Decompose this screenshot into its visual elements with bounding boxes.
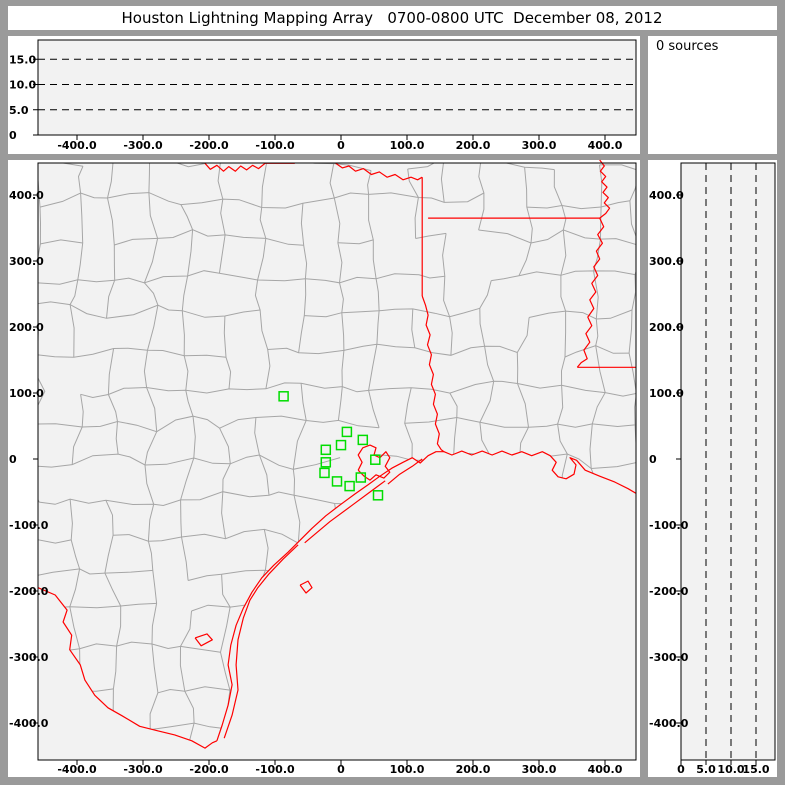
tick-label: 200.0 — [456, 763, 491, 776]
tick-label: 400.0 — [588, 763, 623, 776]
tick-label: 200.0 — [9, 321, 44, 334]
lma-station-marker — [372, 490, 384, 501]
lma-station-marker — [320, 444, 332, 456]
tick-label: -200.0 — [9, 585, 49, 598]
sources-panel — [648, 36, 777, 154]
tick-label: 100.0 — [390, 763, 425, 776]
tick-label: 300.0 — [9, 255, 44, 268]
gulf-coast — [216, 450, 637, 741]
tick-label: -300.0 — [123, 763, 163, 776]
tick-label: -100.0 — [649, 519, 689, 532]
axes: 05.010.015.0-400.0 -300.0 -200.0 -100.0 0 100… — [9, 39, 776, 776]
tick-label: 10.0 — [9, 79, 36, 92]
tick-label: -100.0 — [255, 763, 295, 776]
tick-label: 400.0 — [588, 139, 623, 152]
tick-label: 5.0 — [696, 763, 716, 776]
tick-label: 0 — [337, 139, 345, 152]
alt-ew-frame — [37, 39, 637, 136]
lma-station-marker — [357, 434, 369, 446]
tick-label: 10.0 — [717, 763, 744, 776]
tick-label: 300.0 — [522, 139, 557, 152]
lma-station-marker — [320, 457, 332, 468]
padre-island — [223, 544, 299, 739]
alt-ew-plot-area[interactable] — [38, 40, 636, 135]
lma-station-marker — [319, 467, 330, 479]
matagorda-island — [304, 480, 386, 544]
tick-label: -300.0 — [649, 651, 689, 664]
rio-grande — [37, 587, 218, 749]
lma-station-marker — [355, 472, 367, 483]
tick-label: -200.0 — [189, 763, 229, 776]
tick-label: -100.0 — [9, 519, 49, 532]
title-bar — [8, 6, 777, 30]
map-plot-area[interactable] — [38, 163, 636, 760]
lma-station-marker — [370, 454, 381, 465]
tick-label: 15.0 — [742, 763, 769, 776]
alt-ns-frame — [680, 162, 776, 761]
tick-label: -200.0 — [189, 139, 229, 152]
tick-label: -400.0 — [649, 717, 689, 730]
tick-label: 15.0 — [9, 53, 36, 66]
tick-label: -400.0 — [57, 139, 97, 152]
tick-label: 400.0 — [9, 189, 44, 202]
lma-station-marker — [344, 480, 355, 492]
tick-label: 300.0 — [649, 255, 684, 268]
tick-label: 0 — [337, 763, 345, 776]
galveston-bay — [357, 444, 391, 481]
tick-label: -300.0 — [123, 139, 163, 152]
mississippi-river — [576, 159, 611, 368]
lma-station-marker — [331, 476, 343, 487]
tick-label: 400.0 — [649, 189, 684, 202]
tick-label: -300.0 — [9, 651, 49, 664]
alt-ns-plot-area[interactable] — [681, 163, 775, 760]
tick-label: 100.0 — [390, 139, 425, 152]
lma-station-markers — [278, 391, 384, 501]
tick-label: 300.0 — [522, 763, 557, 776]
tick-label: 5.0 — [9, 104, 29, 117]
tick-label: 0 — [9, 129, 17, 142]
galveston-island — [387, 458, 423, 485]
baffin-bay — [194, 633, 213, 647]
state-boundaries — [37, 159, 637, 749]
corpus-christi-bay — [299, 580, 313, 594]
tick-label: 0 — [9, 453, 17, 466]
lma-station-marker — [278, 391, 289, 402]
tick-label: 0 — [649, 453, 657, 466]
red-river-east — [335, 162, 423, 181]
tick-label: 100.0 — [9, 387, 44, 400]
tick-label: -200.0 — [649, 585, 689, 598]
map-frame — [37, 162, 637, 761]
page-title: Houston Lightning Mapping Array 0700-080… — [121, 9, 662, 27]
tick-label: 200.0 — [456, 139, 491, 152]
lma-station-marker — [341, 426, 353, 438]
tick-label: -400.0 — [57, 763, 97, 776]
sabine-river — [421, 295, 445, 453]
tick-label: 200.0 — [649, 321, 684, 334]
tick-label: 100.0 — [649, 387, 684, 400]
tick-label: -100.0 — [255, 139, 295, 152]
tick-label: 0 — [677, 763, 685, 776]
sources-count: 0 sources — [656, 39, 719, 54]
lma-station-marker — [335, 439, 347, 451]
tick-label: -400.0 — [9, 717, 49, 730]
